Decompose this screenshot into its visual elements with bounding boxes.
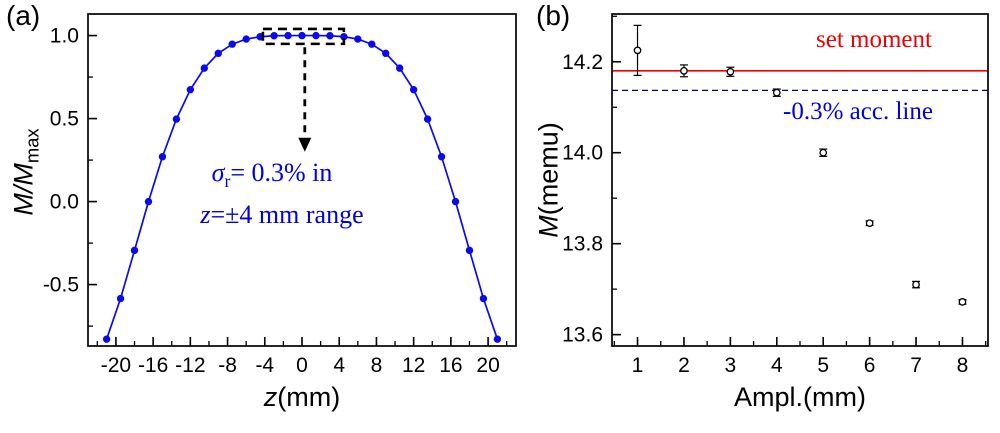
panel-a-ylabel-italic: M/M [8, 163, 39, 216]
data-point [451, 197, 460, 206]
panel-a-label: (a) [6, 0, 41, 31]
panel-b-plot: 1 2 3 4 5 6 7 8 13.6 13.8 14.0 14.2 [562, 13, 989, 377]
data-point [340, 33, 348, 41]
x-tick-label: 8 [957, 354, 969, 377]
data-point [242, 35, 250, 43]
x-tick-label: 6 [864, 354, 876, 377]
y-tick-label: 13.6 [562, 324, 603, 347]
data-point [172, 115, 181, 123]
panel-a-xlabel-rest: (mm) [277, 382, 341, 412]
x-tick-label: 3 [725, 354, 737, 377]
data-point [680, 66, 688, 75]
data-point [102, 335, 111, 343]
panel-b-ylabel-italic: M [533, 215, 564, 238]
annotation-line-1-text: = 0.3% in [230, 158, 333, 187]
data-point [409, 85, 418, 94]
data-point [214, 49, 222, 58]
sigma-symbol: σ [211, 158, 225, 187]
z-symbol: z [200, 200, 211, 229]
panel-a-y-axis-title: M/Mmax [8, 128, 43, 215]
annotation-line-1: σr= 0.3% in [212, 158, 333, 192]
sigma-subscript: r [224, 171, 231, 192]
axis-frame [611, 13, 989, 347]
data-point [116, 294, 125, 303]
x-tick-label: 16 [439, 354, 462, 377]
panel-a-x-axis-title: z(mm) [264, 382, 340, 413]
annotation-line-2: z=±4 mm range [200, 200, 363, 230]
x-tick-label: -4 [255, 354, 274, 377]
arrowhead [298, 137, 312, 152]
data-point [144, 197, 153, 206]
panel-a-ylabel-subscript: max [21, 128, 43, 164]
panel-b-label: (b) [536, 0, 571, 31]
x-tick-label: 0 [296, 354, 308, 377]
annotation-line-2-text: =±4 mm range [210, 200, 364, 229]
data-point [437, 153, 446, 161]
x-tick-label: 4 [771, 354, 783, 377]
data-point [186, 85, 195, 94]
set-moment-label: set moment [816, 26, 932, 53]
x-tick-label: 12 [402, 354, 425, 377]
data-point [958, 298, 967, 306]
x-tick-label: 5 [817, 354, 829, 377]
data-point [270, 32, 278, 40]
data-point [368, 40, 376, 48]
data-point [423, 115, 432, 123]
x-tick-label: 8 [371, 354, 383, 377]
data-point [130, 246, 139, 255]
data-point [158, 153, 167, 161]
data-point [298, 31, 306, 40]
y-tick-label: 0.5 [50, 108, 79, 131]
panel-b-x-axis-title: Ampl.(mm) [734, 382, 866, 412]
data-point [465, 246, 474, 255]
y-tick-label: 0.0 [50, 191, 79, 214]
data-point [633, 46, 642, 55]
x-tick-label: -12 [175, 354, 205, 377]
data-point [772, 88, 781, 97]
x-tick-label: -16 [138, 354, 168, 377]
data-point [312, 31, 320, 40]
panel-b-ylabel-rest: (memu) [533, 122, 564, 216]
data-point [395, 64, 404, 72]
data-point [382, 49, 390, 58]
data-point [326, 32, 334, 40]
panel-b-y-axis-title: M(memu) [534, 122, 565, 238]
x-tick-label: -20 [101, 354, 131, 377]
data-point [228, 40, 236, 48]
x-tick-label: 20 [476, 354, 499, 377]
y-tick-label: 13.8 [562, 233, 603, 256]
y-tick-label: 14.2 [562, 51, 603, 74]
y-tick-label: 14.0 [562, 142, 603, 165]
data-point [912, 280, 920, 289]
x-tick-label: -8 [218, 354, 237, 377]
dashed-box [261, 27, 346, 46]
y-tick-label: 1.0 [50, 25, 79, 48]
data-point [819, 148, 828, 157]
data-point [865, 219, 874, 228]
x-tick-label: 2 [678, 354, 690, 377]
x-tick-label: 7 [910, 354, 922, 377]
data-point [200, 64, 209, 72]
data-point [354, 35, 362, 43]
axis-frame [87, 13, 517, 347]
data-point [493, 335, 502, 343]
data-point [479, 294, 488, 303]
data-point [284, 31, 292, 40]
data-point [726, 67, 735, 76]
y-tick-label: -0.5 [43, 274, 79, 297]
x-tick-label: 1 [632, 354, 644, 377]
acc-line-label: -0.3% acc. line [783, 98, 933, 125]
panel-a-xlabel-italic: z [263, 382, 278, 412]
panel-a-plot: -20 -16 -12 -8 -4 0 4 8 12 16 20 -0.5 0.0 0.5 1.0 [43, 13, 517, 377]
x-tick-label: 4 [333, 354, 345, 377]
